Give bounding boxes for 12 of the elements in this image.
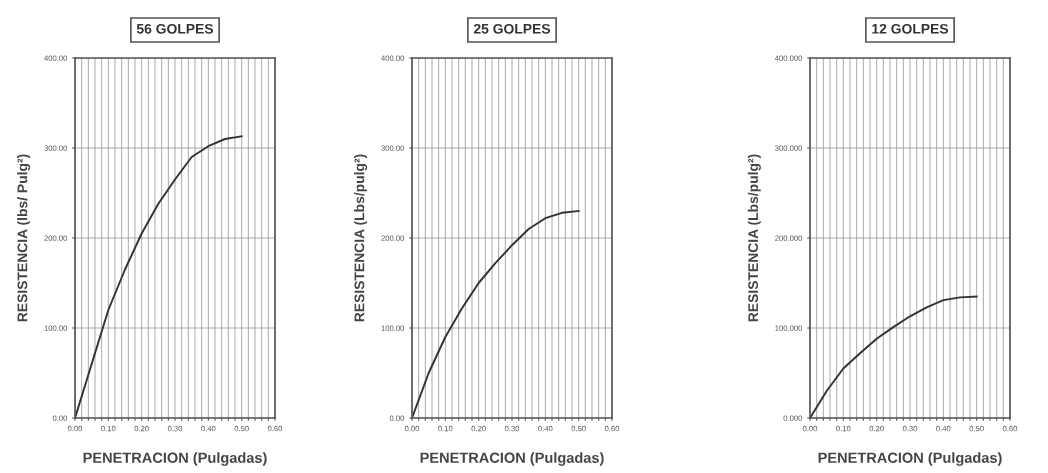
x-axis-title: PENETRACION (Pulgadas) bbox=[83, 452, 267, 466]
line-series bbox=[810, 295, 978, 418]
line-series bbox=[412, 210, 580, 418]
y-axis-title: RESISTENCIA (lbs/ Pulg²) bbox=[17, 154, 31, 322]
x-axis-title: PENETRACION (Pulgadas) bbox=[818, 452, 1002, 466]
line-series bbox=[75, 135, 243, 418]
y-axis-title: RESISTENCIA (Lbs/pulg²) bbox=[747, 154, 761, 322]
y-axis-title: RESISTENCIA (Lbs/pulg²) bbox=[354, 154, 368, 322]
chart-title: 25 GOLPES bbox=[473, 23, 551, 34]
chart-title: 12 GOLPES bbox=[872, 23, 949, 34]
chart-title: 56 GOLPES bbox=[136, 23, 214, 34]
x-axis-title: PENETRACION (Pulgadas) bbox=[420, 452, 604, 466]
